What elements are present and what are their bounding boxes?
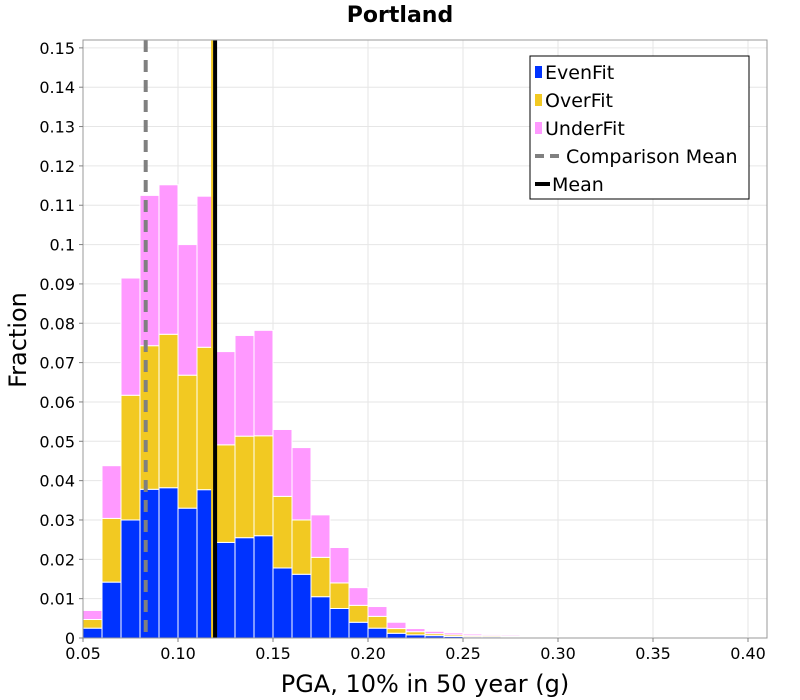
bar-overfit [158, 333, 179, 489]
bar-underfit [139, 194, 160, 347]
bar-evenfit [215, 541, 236, 639]
y-tick-label: 0.11 [39, 196, 75, 215]
bar-overfit [120, 394, 141, 521]
x-tick-label: 0.40 [730, 644, 766, 663]
legend-label: OverFit [545, 90, 613, 112]
bar-overfit [329, 582, 350, 609]
legend-label: EvenFit [545, 62, 614, 84]
y-tick-label: 0.07 [39, 354, 75, 373]
y-tick-label: 0.01 [39, 590, 75, 609]
y-tick-label: 0 [65, 629, 75, 648]
y-tick-label: 0.08 [39, 314, 75, 333]
legend: EvenFit OverFit UnderFit Comparison Mean Mea… [529, 55, 750, 200]
bar-evenfit [139, 488, 160, 639]
bars [82, 184, 749, 639]
bar-overfit [253, 435, 274, 537]
bar-evenfit [386, 632, 407, 639]
legend-swatch-overfit [535, 94, 542, 106]
chart-title: Portland [347, 3, 453, 28]
reference-lines [143, 40, 218, 638]
x-tick-label: 0.25 [445, 644, 481, 663]
bar-overfit [272, 495, 293, 569]
x-axis-label: PGA, 10% in 50 year (g) [281, 670, 570, 698]
bar-overfit [139, 345, 160, 490]
y-tick-label: 0.04 [39, 472, 75, 491]
bar-underfit [500, 634, 521, 637]
bar-evenfit [348, 621, 369, 639]
y-tick-label: 0.03 [39, 511, 75, 530]
plot-frame [82, 39, 768, 639]
bar-underfit [253, 329, 274, 437]
bar-underfit [101, 465, 122, 519]
bar-overfit [386, 628, 407, 634]
bar-underfit [329, 547, 350, 584]
bar-underfit [367, 606, 388, 617]
bar-evenfit [291, 573, 312, 639]
bar-evenfit [82, 627, 103, 639]
bar-evenfit [101, 581, 122, 639]
bar-evenfit [310, 596, 331, 639]
bar-underfit [424, 630, 445, 635]
x-tick-label: 0.20 [350, 644, 386, 663]
y-tick-label: 0.02 [39, 550, 75, 569]
bar-evenfit [329, 607, 350, 639]
bar-evenfit [120, 519, 141, 639]
legend-box [529, 55, 750, 200]
bar-overfit [367, 615, 388, 629]
bar-overfit [101, 517, 122, 583]
bar-underfit [405, 628, 426, 633]
y-axis-label: Fraction [4, 292, 32, 388]
bar-overfit [310, 556, 331, 598]
y-tick-label: 0.14 [39, 78, 75, 97]
bar-overfit [177, 374, 198, 509]
bar-overfit [291, 519, 312, 575]
legend-label: Mean [552, 174, 604, 196]
legend-swatch-underfit [535, 122, 542, 134]
y-tick-label: 0.09 [39, 275, 75, 294]
bar-underfit [291, 447, 312, 521]
bar-evenfit [234, 537, 255, 639]
legend-label: UnderFit [545, 118, 625, 140]
bar-underfit [462, 633, 483, 637]
bar-evenfit [253, 535, 274, 639]
x-tick-label: 0.05 [65, 644, 101, 663]
bar-underfit [158, 184, 179, 335]
bar-underfit [215, 351, 236, 446]
y-tick-label: 0.1 [50, 236, 75, 255]
y-tick-label: 0.13 [39, 118, 75, 137]
x-tick-label: 0.30 [540, 644, 576, 663]
x-axis-ticks: 0.05 0.10 0.15 0.20 0.25 0.30 0.35 0.40 [65, 638, 766, 663]
y-tick-label: 0.06 [39, 393, 75, 412]
bar-underfit [82, 609, 103, 621]
bar-overfit [82, 619, 103, 629]
bar-underfit [386, 621, 407, 630]
bar-overfit [234, 435, 255, 539]
bar-overfit [348, 604, 369, 623]
bar-underfit [120, 277, 141, 396]
y-axis-ticks: 0 0.01 0.02 0.03 0.04 0.05 0.06 0.07 0.08 0.09 0.1… [39, 39, 83, 648]
y-tick-label: 0.15 [39, 39, 75, 58]
bar-underfit [177, 244, 198, 376]
bar-evenfit [367, 627, 388, 639]
bar-underfit [481, 633, 502, 637]
bar-evenfit [177, 507, 198, 639]
legend-swatch-evenfit [535, 66, 542, 78]
bar-evenfit [158, 487, 179, 639]
y-tick-label: 0.12 [39, 157, 75, 176]
bar-underfit [348, 587, 369, 606]
bar-underfit [519, 635, 540, 637]
bar-evenfit [272, 567, 293, 639]
y-tick-label: 0.05 [39, 432, 75, 451]
x-tick-label: 0.10 [160, 644, 196, 663]
x-tick-label: 0.35 [635, 644, 671, 663]
bar-overfit [215, 444, 236, 543]
bar-underfit [234, 334, 255, 437]
bar-underfit [443, 632, 464, 636]
bar-underfit [272, 428, 293, 497]
bar-underfit [310, 514, 331, 558]
x-tick-label: 0.15 [255, 644, 291, 663]
legend-label: Comparison Mean [566, 146, 738, 168]
